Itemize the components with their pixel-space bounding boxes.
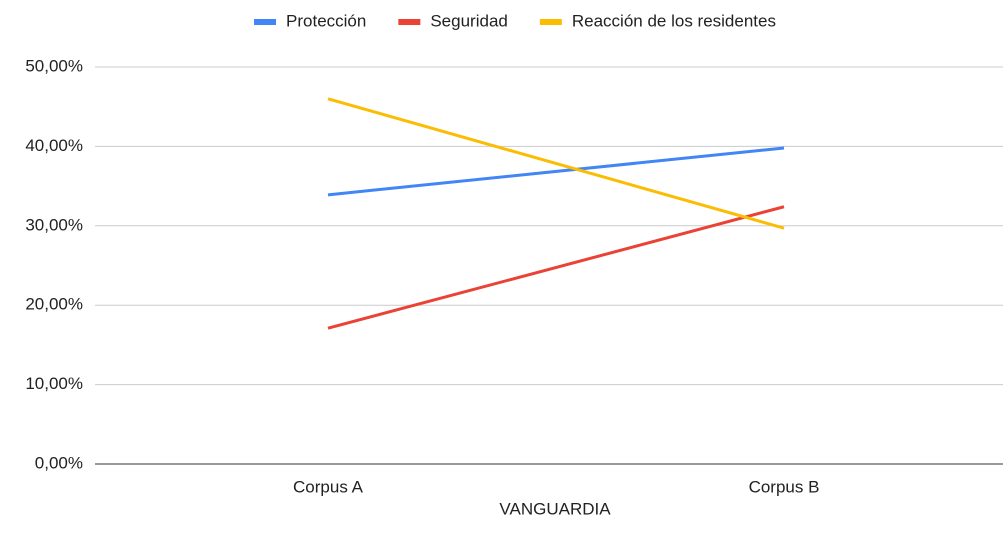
- line: [327, 205, 785, 330]
- line: [327, 146, 785, 197]
- y-tick-label: 20,00%: [25, 295, 83, 314]
- x-tick-label: Corpus B: [749, 477, 820, 496]
- y-tick-label: 10,00%: [25, 374, 83, 393]
- y-tick-label: 30,00%: [25, 215, 83, 234]
- y-tick-label: 0,00%: [35, 453, 83, 472]
- legend-swatch: [254, 19, 277, 25]
- legend-swatch: [398, 19, 421, 25]
- legend-swatch: [539, 19, 562, 25]
- line: [327, 97, 785, 230]
- x-tick-label: Corpus A: [293, 477, 364, 496]
- legend-label: Protección: [286, 11, 366, 30]
- legend-label: Reacción de los residentes: [572, 11, 776, 30]
- x-axis-label: VANGUARDIA: [499, 499, 611, 518]
- y-tick-label: 40,00%: [25, 136, 83, 155]
- legend-label: Seguridad: [430, 11, 508, 30]
- y-tick-label: 50,00%: [25, 56, 83, 75]
